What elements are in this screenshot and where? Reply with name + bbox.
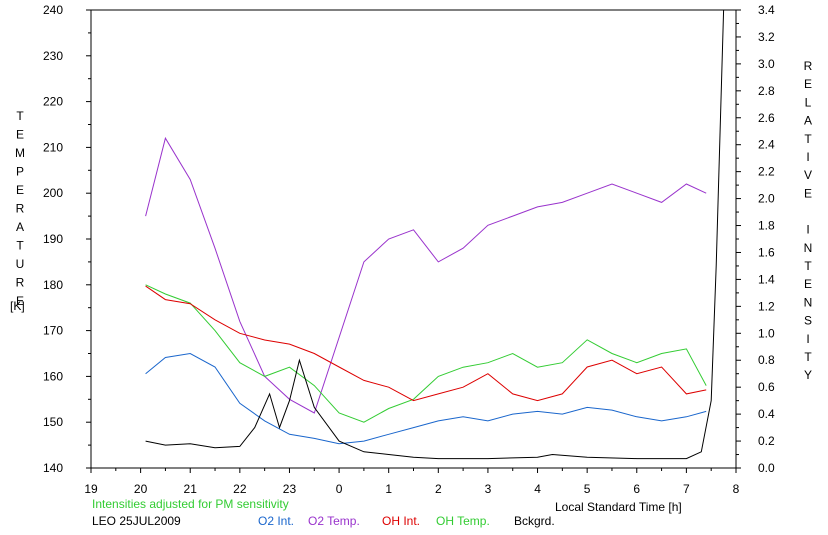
x-axis-label: Local Standard Time [h] <box>555 500 682 514</box>
y-right-label-letter: Y <box>804 368 812 382</box>
y-left-label-letter: E <box>16 294 24 308</box>
y-left-tick-label: 240 <box>43 3 63 17</box>
y-left-label-letter: A <box>16 220 24 234</box>
x-tick-label: 5 <box>584 482 591 496</box>
series-line-bckgrd <box>145 9 725 460</box>
x-tick-label: 0 <box>336 482 343 496</box>
y-right-tick-label: 0.4 <box>758 407 775 421</box>
x-tick-label: 19 <box>84 482 98 496</box>
y-right-tick-label: 1.6 <box>758 245 775 259</box>
y-right-label-letter: T <box>804 132 812 146</box>
sensitivity-note: Intensities adjusted for PM sensitivity <box>92 497 289 511</box>
legend-oh-int: OH Int. <box>382 514 421 528</box>
series-line-o2-temp <box>145 136 707 414</box>
y-right-label-letter: S <box>804 314 812 328</box>
y-right-tick-label: 2.2 <box>758 165 775 179</box>
y-right-label-letter: R <box>804 59 813 73</box>
y-right-tick-label: 1.8 <box>758 219 775 233</box>
y-right-label-letter: I <box>806 150 809 164</box>
y-right-label-letter: L <box>805 95 812 109</box>
y-right-label-letter: E <box>804 186 812 200</box>
x-tick-label: 23 <box>283 482 297 496</box>
y-right-tick-label: 0.8 <box>758 353 775 367</box>
y-right-label-letter: E <box>804 277 812 291</box>
y-right-tick-label: 0.6 <box>758 380 775 394</box>
x-tick-label: 20 <box>134 482 148 496</box>
y-right-tick-label: 1.4 <box>758 272 775 286</box>
y-right-label-letter: V <box>804 168 812 182</box>
y-right-label-letter: T <box>804 350 812 364</box>
y-right-tick-label: 2.6 <box>758 111 775 125</box>
legend-o2-temp: O2 Temp. <box>308 514 360 528</box>
y-left-tick-label: 190 <box>43 232 63 246</box>
y-right-label-letter: N <box>804 295 813 309</box>
x-tick-label: 21 <box>184 482 198 496</box>
legend-bckgrd: Bckgrd. <box>514 514 555 528</box>
y-right-label-letter: I <box>806 332 809 346</box>
y-left-label-letter: U <box>16 257 25 271</box>
y-left-tick-label: 170 <box>43 324 63 338</box>
y-left-tick-label: 180 <box>43 278 63 292</box>
y-right-label-letter: I <box>806 223 809 237</box>
y-right-label-letter: N <box>804 241 813 255</box>
legend-oh-temp: OH Temp. <box>436 514 490 528</box>
series-line-oh-int <box>145 285 707 402</box>
station-label: LEO 25JUL2009 <box>92 514 181 528</box>
y-left-label-letter: E <box>16 183 24 197</box>
y-right-tick-label: 1.0 <box>758 326 775 340</box>
y-left-tick-label: 210 <box>43 140 63 154</box>
y-right-tick-label: 2.0 <box>758 192 775 206</box>
x-tick-label: 8 <box>733 482 740 496</box>
series-line-o2-int <box>145 352 707 445</box>
legend-o2-int: O2 Int. <box>258 514 295 528</box>
y-left-tick-label: 200 <box>43 186 63 200</box>
y-left-tick-label: 160 <box>43 369 63 383</box>
y-left-label-letter: T <box>16 239 24 253</box>
y-left-label-letter: M <box>15 146 25 160</box>
series-line-oh-temp <box>145 284 707 423</box>
y-right-tick-label: 3.0 <box>758 57 775 71</box>
y-left-label-letter: P <box>16 165 24 179</box>
y-right-tick-label: 3.2 <box>758 30 775 44</box>
y-left-label-letter: T <box>16 109 24 123</box>
y-right-label-letter: T <box>804 259 812 273</box>
x-tick-label: 2 <box>435 482 442 496</box>
y-right-label-letter: E <box>804 77 812 91</box>
y-left-label-letter: R <box>16 276 25 290</box>
y-left-tick-label: 140 <box>43 461 63 475</box>
x-tick-label: 3 <box>485 482 492 496</box>
x-tick-label: 7 <box>683 482 690 496</box>
y-left-label-letter: E <box>16 128 24 142</box>
y-right-tick-label: 0.2 <box>758 434 775 448</box>
y-left-unit: [K] <box>10 299 25 313</box>
y-right-tick-label: 1.2 <box>758 299 775 313</box>
x-tick-label: 1 <box>385 482 392 496</box>
x-tick-label: 4 <box>534 482 541 496</box>
x-tick-label: 6 <box>633 482 640 496</box>
y-left-tick-label: 230 <box>43 49 63 63</box>
y-left-label-letter: R <box>16 202 25 216</box>
y-right-tick-label: 0.0 <box>758 461 775 475</box>
y-right-tick-label: 3.4 <box>758 3 775 17</box>
y-right-tick-label: 2.8 <box>758 84 775 98</box>
y-left-tick-label: 220 <box>43 95 63 109</box>
y-left-tick-label: 150 <box>43 415 63 429</box>
y-right-tick-label: 2.4 <box>758 138 775 152</box>
x-tick-label: 22 <box>233 482 247 496</box>
y-right-label-letter: A <box>804 114 812 128</box>
